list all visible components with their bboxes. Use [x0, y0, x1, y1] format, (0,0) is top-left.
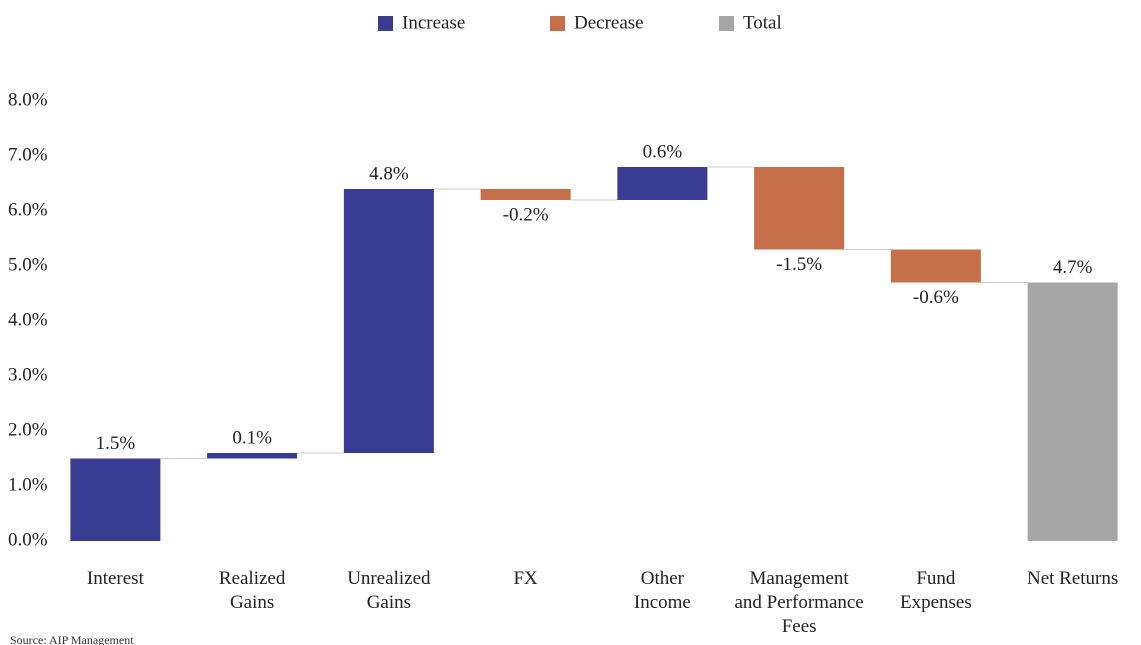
- y-tick-label: 3.0%: [8, 364, 48, 385]
- y-tick-label: 5.0%: [8, 254, 48, 275]
- legend-label: Increase: [402, 12, 465, 33]
- y-tick-label: 4.0%: [8, 309, 48, 330]
- x-tick-label: Realized Gains: [218, 568, 286, 613]
- legend-label: Decrease: [574, 12, 644, 33]
- bar: [480, 189, 571, 200]
- value-label: 0.6%: [643, 141, 683, 162]
- value-label: -0.6%: [913, 287, 959, 308]
- legend-swatch: [550, 16, 565, 31]
- bar: [1027, 282, 1118, 541]
- y-tick-label: 6.0%: [8, 199, 48, 220]
- source-note: Source: AIP Management: [10, 633, 134, 645]
- x-tick-label: FX: [513, 568, 538, 589]
- bar: [343, 189, 434, 453]
- value-label: -1.5%: [776, 254, 822, 275]
- bar: [70, 458, 161, 541]
- legend-swatch: [378, 16, 393, 31]
- x-tick-label: Unrealized Gains: [347, 568, 431, 613]
- bar: [207, 453, 298, 459]
- x-tick-label: Fund Expenses: [899, 568, 972, 613]
- x-tick-label: Interest: [86, 568, 144, 589]
- value-label: 4.7%: [1053, 257, 1093, 278]
- value-label: 1.5%: [96, 433, 136, 454]
- bar: [754, 167, 845, 250]
- bar: [890, 249, 981, 283]
- legend-swatch: [719, 16, 734, 31]
- value-label: 4.8%: [369, 163, 409, 184]
- y-tick-label: 0.0%: [8, 529, 48, 550]
- y-tick-label: 1.0%: [8, 474, 48, 495]
- x-tick-label: Other Income: [633, 568, 691, 613]
- value-label: 0.1%: [232, 427, 272, 448]
- legend-label: Total: [743, 12, 782, 33]
- y-tick-label: 8.0%: [8, 89, 48, 110]
- bar: [617, 167, 708, 200]
- x-tick-label: Management and Performance Fees: [734, 568, 864, 637]
- y-tick-label: 7.0%: [8, 144, 48, 165]
- y-tick-label: 2.0%: [8, 419, 48, 440]
- value-label: -0.2%: [503, 204, 549, 225]
- x-tick-label: Net Returns: [1026, 568, 1119, 589]
